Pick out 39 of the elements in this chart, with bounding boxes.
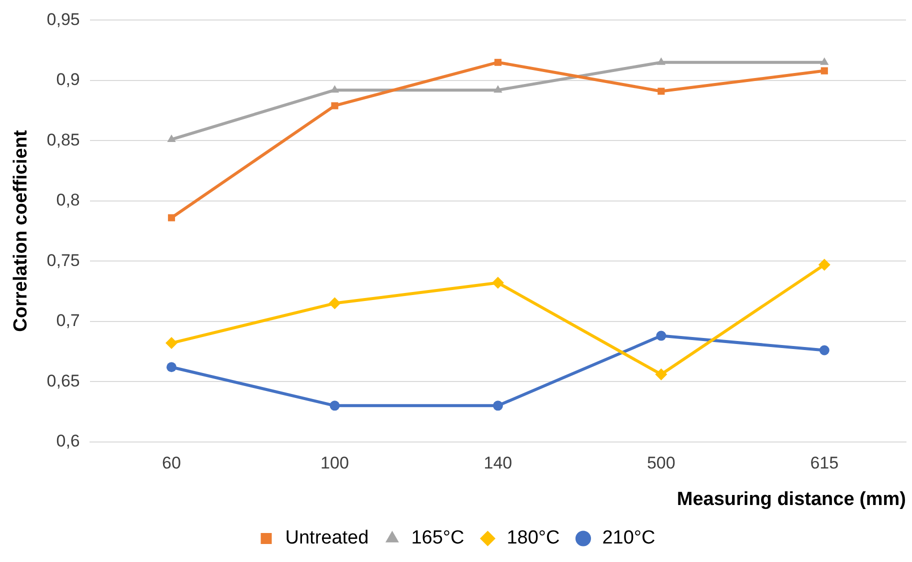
y-tick-label: 0,95 (46, 10, 80, 29)
x-tick-label: 60 (162, 454, 181, 473)
point (331, 102, 338, 110)
point (494, 58, 502, 66)
y-tick-label: 0,85 (46, 130, 80, 150)
y-axis-title: Correlation coefficient (10, 130, 32, 332)
point (655, 368, 668, 380)
x-axis-title: Measuring distance (mm) (676, 488, 906, 510)
y-tick-label: 0,7 (56, 311, 80, 330)
y-tick-label: 0,6 (56, 431, 80, 450)
y-tick-label: 0,75 (46, 250, 80, 270)
legend-label: 180°C (506, 528, 560, 549)
point (330, 85, 340, 93)
point (168, 214, 176, 222)
y-tick-label: 0,9 (56, 70, 80, 90)
point (820, 57, 829, 65)
point (328, 297, 341, 310)
x-tick-label: 100 (320, 454, 349, 473)
legend-label: 165°C (411, 528, 464, 549)
point (820, 67, 828, 74)
point (656, 57, 666, 65)
x-tick-label: 140 (484, 454, 512, 473)
point (818, 258, 830, 271)
point (167, 134, 176, 142)
point (494, 85, 502, 93)
point (330, 400, 340, 411)
point (492, 276, 504, 289)
legend-label: 210°C (602, 528, 656, 549)
point (166, 337, 178, 350)
legend-label: Untreated (285, 528, 369, 549)
point (656, 330, 666, 341)
y-tick-label: 0,65 (46, 371, 80, 390)
point (166, 362, 176, 372)
x-tick-label: 615 (810, 454, 839, 473)
y-tick-label: 0,8 (56, 190, 80, 210)
x-tick-label: 500 (646, 454, 676, 473)
point (658, 88, 665, 95)
point (819, 345, 830, 356)
point (492, 400, 503, 411)
